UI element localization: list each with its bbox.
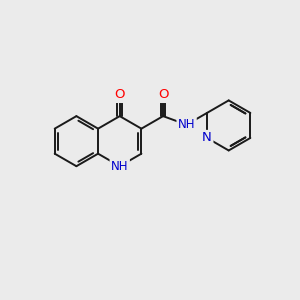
Text: O: O [158,88,168,101]
Text: N: N [202,131,212,144]
Text: NH: NH [111,160,128,173]
Text: O: O [115,88,125,101]
Text: NH: NH [178,118,195,131]
